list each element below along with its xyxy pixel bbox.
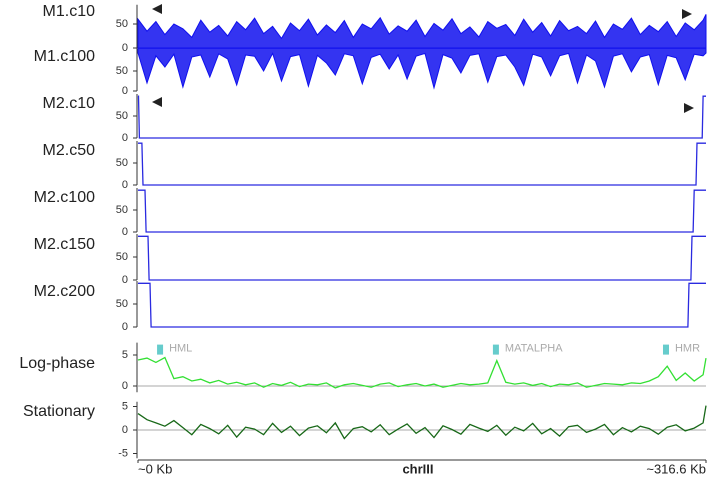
track-label: Log-phase (19, 355, 95, 372)
track-label: M1.c10 (43, 3, 96, 20)
tracks: M1.c10050M1.c100050M2.c10050M2.c50050M2.… (19, 3, 707, 476)
feature-label: HMR (675, 343, 700, 355)
x-tick-label: ~0 Kb (138, 461, 172, 476)
y-tick-label: -5 (118, 447, 128, 459)
feature-marker (492, 344, 499, 355)
y-tick-label: 50 (116, 18, 128, 30)
feature-marker (662, 344, 669, 355)
arrow-left (152, 97, 162, 107)
y-tick-label: 50 (116, 110, 128, 122)
y-tick-label: 50 (116, 251, 128, 263)
signal-line (138, 189, 706, 233)
y-tick-label: 0 (122, 42, 128, 54)
y-tick-label: 0 (122, 179, 128, 191)
signal-area (137, 47, 707, 90)
x-tick-label: ~316.6 Kb (646, 461, 706, 476)
y-tick-label: 0 (122, 380, 128, 392)
y-tick-label: 50 (116, 157, 128, 169)
y-tick-label: 0 (122, 424, 128, 436)
track-label: M2.c100 (34, 189, 95, 206)
arrow-right (684, 103, 694, 113)
x-axis-title: chrIII (402, 461, 433, 476)
arrow-left (152, 4, 162, 14)
signal-line (137, 95, 706, 139)
signal-line (138, 142, 706, 186)
y-tick-label: 50 (116, 65, 128, 77)
feature-label: MATALPHA (505, 343, 563, 355)
feature-marker (157, 344, 164, 355)
y-tick-label: 5 (122, 349, 128, 361)
y-tick-label: 0 (122, 321, 128, 333)
track-label: M2.c200 (34, 283, 95, 300)
y-tick-label: 50 (116, 298, 128, 310)
feature-label: HML (169, 343, 192, 355)
signal-line (138, 235, 706, 281)
signal-line (137, 356, 707, 389)
y-tick-label: 0 (122, 274, 128, 286)
signal-area (137, 14, 707, 49)
track-label: M1.c100 (34, 48, 95, 65)
y-tick-label: 0 (122, 85, 128, 97)
track-label: Stationary (23, 403, 95, 420)
y-tick-label: 0 (122, 132, 128, 144)
track-label: M2.c150 (34, 236, 95, 253)
track-label: M2.c50 (43, 142, 96, 159)
signal-line (138, 282, 706, 328)
track-label: M2.c10 (43, 95, 96, 112)
y-tick-label: 0 (122, 226, 128, 238)
y-tick-label: 5 (122, 400, 128, 412)
y-tick-label: 50 (116, 204, 128, 216)
arrow-right (682, 9, 692, 19)
signal-line (137, 405, 707, 440)
